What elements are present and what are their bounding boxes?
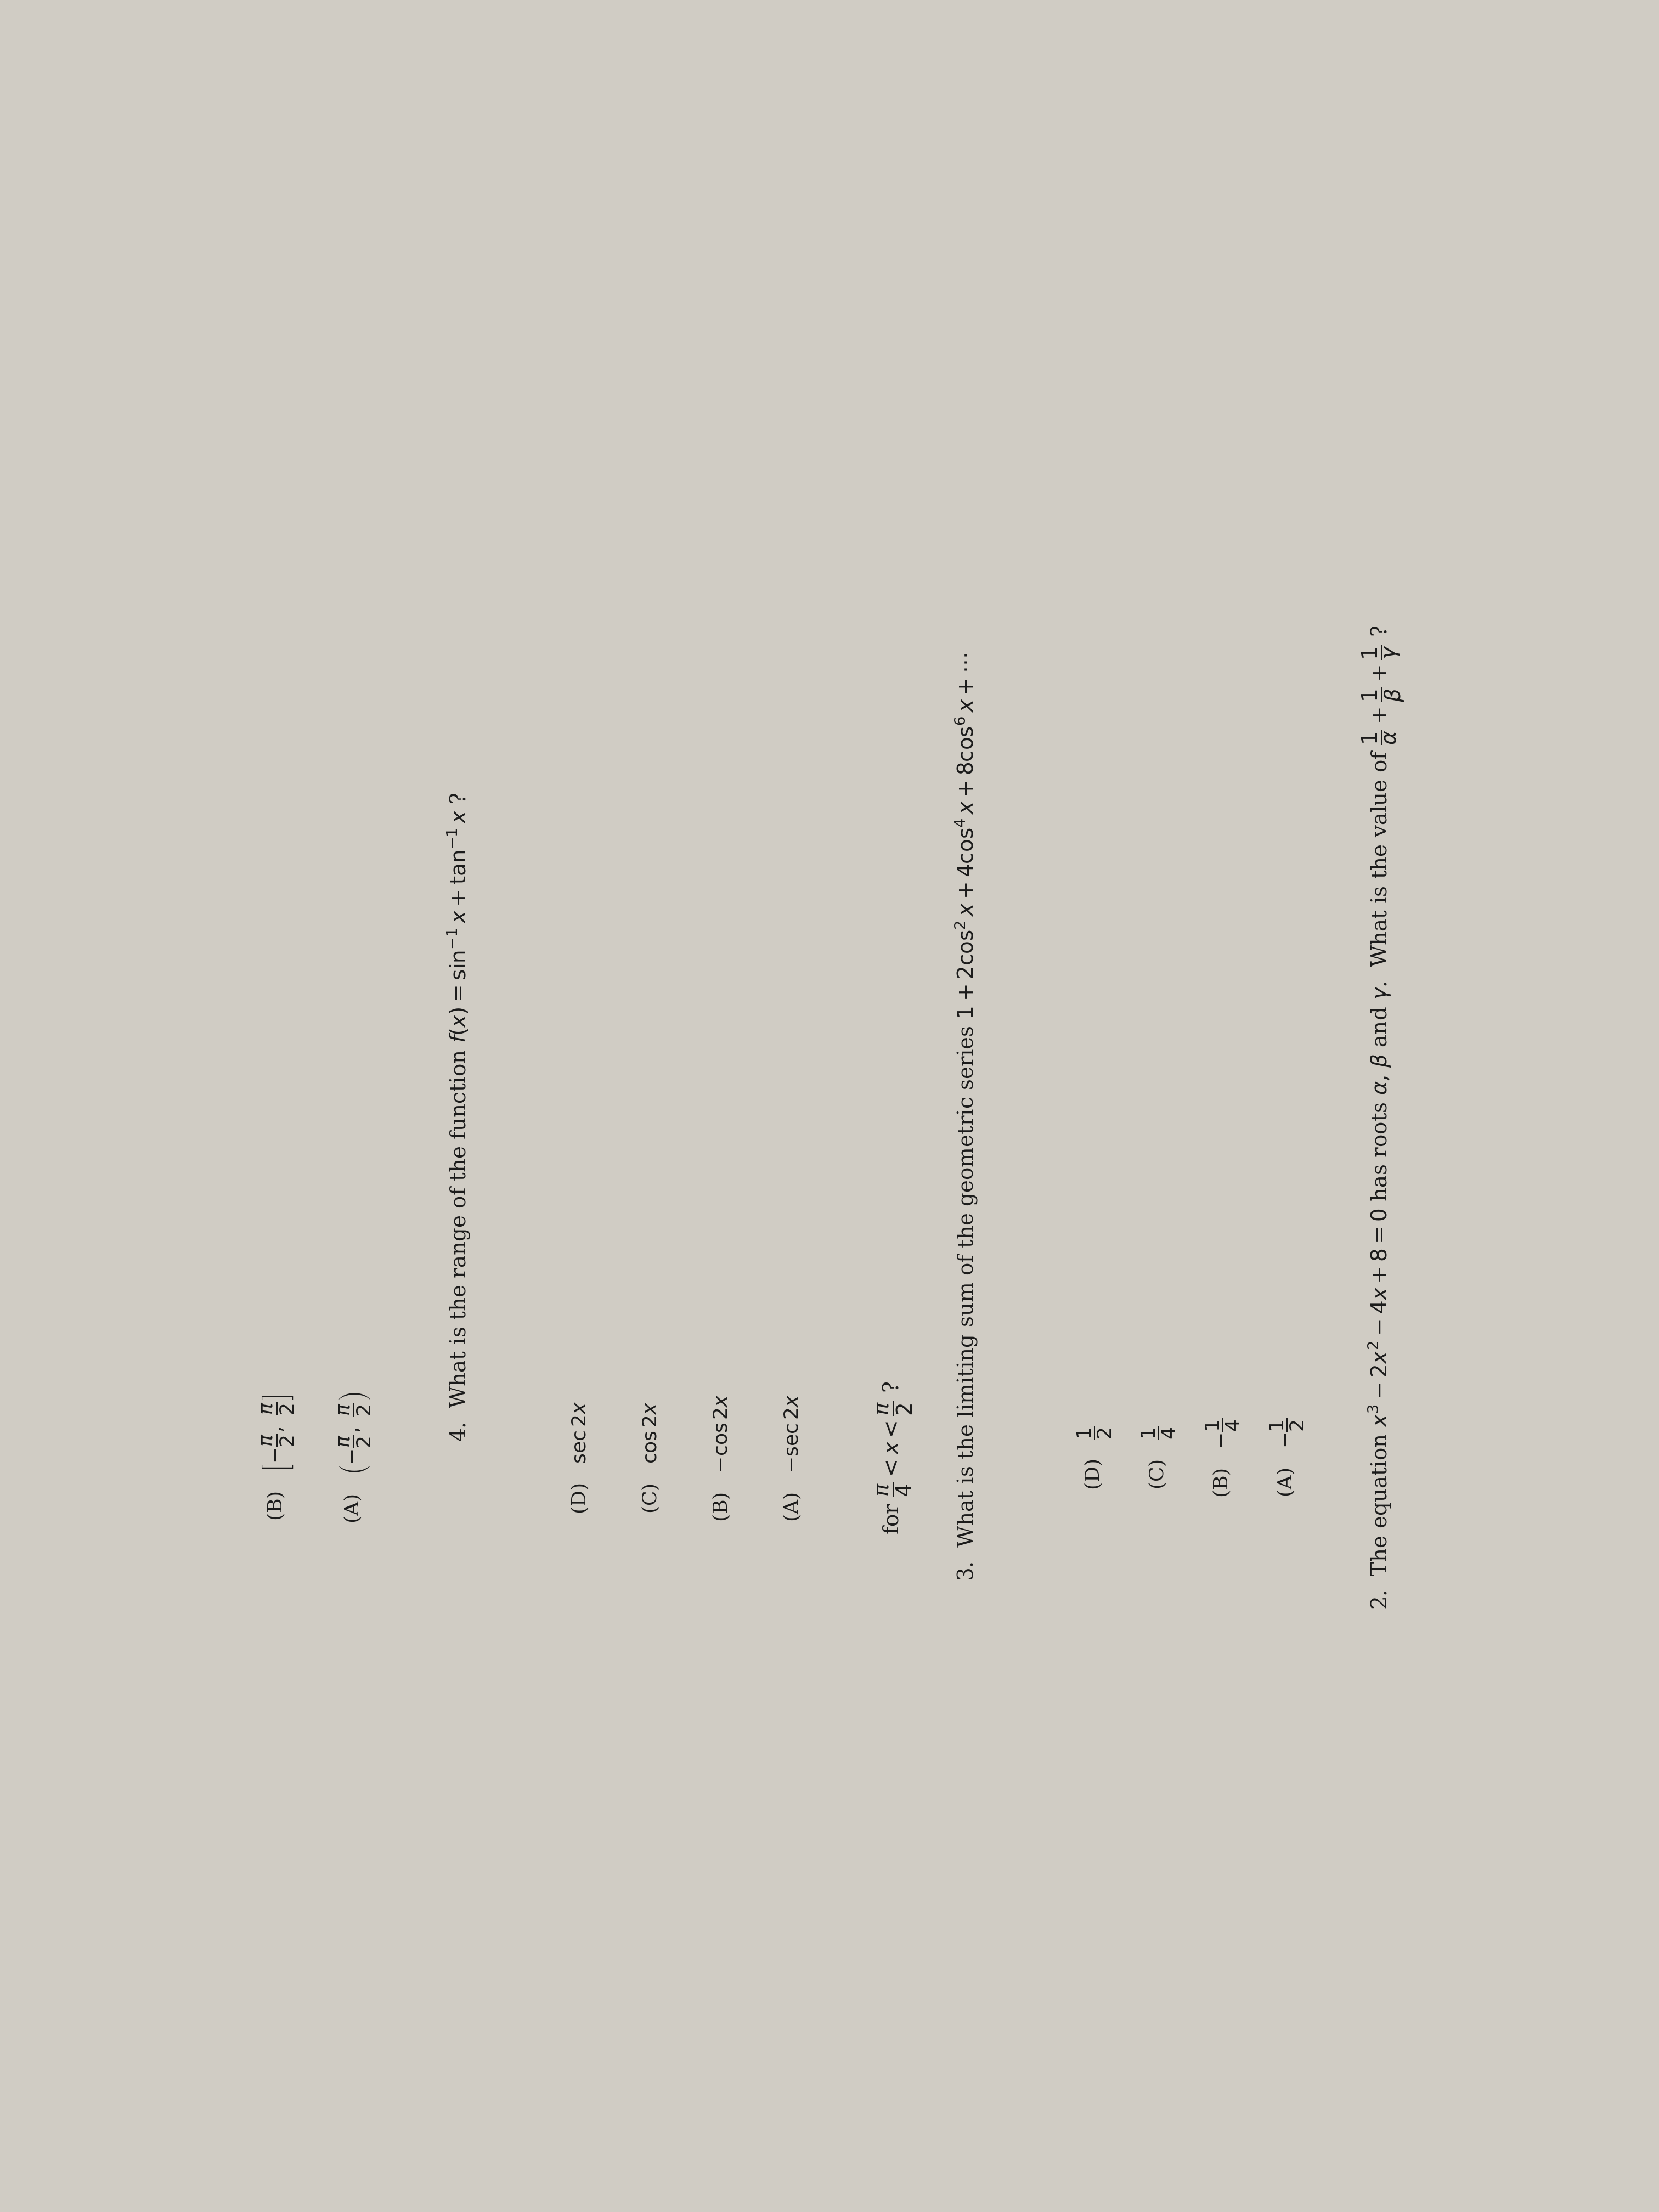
Text: 3.  What is the limiting sum of the geometric series $1 + 2\cos^2 x + 4\cos^4 x : 3. What is the limiting sum of the geome… — [952, 653, 979, 1582]
Text: (B)$\quad$$-\cos 2x$: (B)$\quad$$-\cos 2x$ — [712, 1394, 732, 1522]
Text: 4.  What is the range of the function $f(x) = \sin^{-1} x + \tan^{-1} x$ ?: 4. What is the range of the function $f(… — [445, 792, 471, 1442]
Text: (A)$\quad$$-\dfrac{1}{2}$: (A)$\quad$$-\dfrac{1}{2}$ — [1269, 1418, 1306, 1498]
Text: (C)$\quad$$\cos 2x$: (C)$\quad$$\cos 2x$ — [640, 1402, 662, 1513]
Text: 2.  The equation $x^3 - 2x^2 - 4x + 8 = 0$ has roots $\alpha$, $\beta$ and $\gam: 2. The equation $x^3 - 2x^2 - 4x + 8 = 0… — [1360, 624, 1407, 1610]
Text: for $\dfrac{\pi}{4} < x < \dfrac{\pi}{2}$ ?: for $\dfrac{\pi}{4} < x < \dfrac{\pi}{2}… — [876, 1380, 914, 1535]
Text: (A)$\quad$$\left(-\dfrac{\pi}{2},\ \dfrac{\pi}{2}\right)$: (A)$\quad$$\left(-\dfrac{\pi}{2},\ \dfra… — [338, 1391, 372, 1524]
Text: (A)$\quad$$-\sec 2x$: (A)$\quad$$-\sec 2x$ — [781, 1394, 803, 1522]
Text: (D)$\quad$$\dfrac{1}{2}$: (D)$\quad$$\dfrac{1}{2}$ — [1077, 1425, 1113, 1491]
Text: (B)$\quad$$-\dfrac{1}{4}$: (B)$\quad$$-\dfrac{1}{4}$ — [1204, 1418, 1241, 1498]
Text: (D)$\quad$$\sec 2x$: (D)$\quad$$\sec 2x$ — [571, 1400, 591, 1515]
Text: (C)$\quad$$\dfrac{1}{4}$: (C)$\quad$$\dfrac{1}{4}$ — [1140, 1427, 1178, 1489]
Text: (B)$\quad$$\left[-\dfrac{\pi}{2},\ \dfrac{\pi}{2}\right]$: (B)$\quad$$\left[-\dfrac{\pi}{2},\ \dfra… — [260, 1394, 295, 1522]
